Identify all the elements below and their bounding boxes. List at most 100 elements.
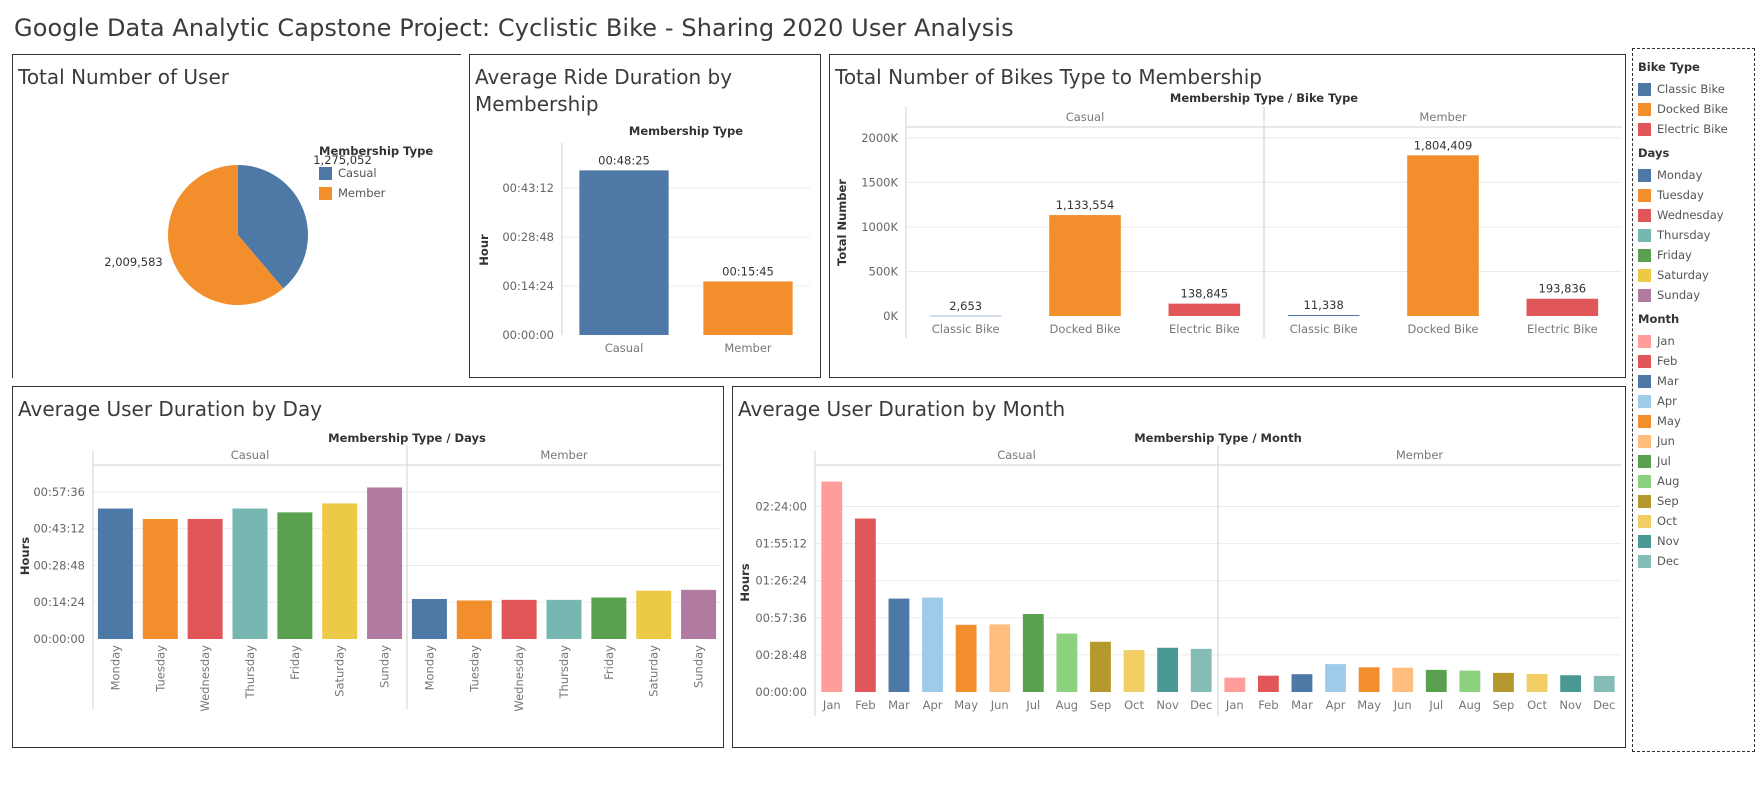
category-label: Wednesday <box>198 645 212 712</box>
legend-item-sep[interactable]: Sep <box>1638 491 1681 511</box>
category-label: Nov <box>1559 698 1582 712</box>
bar <box>591 597 627 639</box>
y-tick-label: 00:57:36 <box>33 485 85 499</box>
category-label: Monday <box>108 645 122 691</box>
y-tick-label: 02:24:00 <box>755 499 807 513</box>
legend-item-saturday[interactable]: Saturday <box>1638 265 1724 285</box>
bar <box>501 599 537 639</box>
category-label: Jan <box>822 698 841 712</box>
legend-item-jun[interactable]: Jun <box>1638 431 1681 451</box>
bar <box>1425 669 1447 692</box>
legend-label: Classic Bike <box>1657 82 1725 96</box>
bar <box>142 518 178 639</box>
y-tick-label: 00:00:00 <box>755 685 807 699</box>
panel-avg-ride: Average Ride Duration by Membership Memb… <box>469 54 821 378</box>
y-tick-label: 00:57:36 <box>755 611 807 625</box>
category-label: Tuesday <box>467 645 481 693</box>
y-tick-label: 00:14:24 <box>502 279 554 293</box>
bar <box>232 508 268 639</box>
y-tick-label: 500K <box>869 264 899 278</box>
legend-item-jan[interactable]: Jan <box>1638 331 1681 351</box>
y-axis-label: Hour <box>477 234 491 266</box>
bar <box>922 597 943 692</box>
legend-item-monday[interactable]: Monday <box>1638 165 1724 185</box>
legend-item-docked-bike[interactable]: Docked Bike <box>1638 99 1728 119</box>
bike-type-chart: Membership Type / Bike Type Total Number 0… <box>835 91 1622 338</box>
legend-item-may[interactable]: May <box>1638 411 1681 431</box>
legend-swatch <box>1638 102 1651 116</box>
bar <box>1560 675 1582 692</box>
category-label: Dec <box>1190 698 1212 712</box>
legend-item-tuesday[interactable]: Tuesday <box>1638 185 1724 205</box>
pie-label: 2,009,583 <box>104 255 163 269</box>
legend-item-classic-bike[interactable]: Classic Bike <box>1638 79 1728 99</box>
category-label: Casual <box>605 341 644 355</box>
bar <box>1123 650 1145 692</box>
legend-swatch <box>1638 414 1651 428</box>
data-label: 1,804,409 <box>1414 138 1473 152</box>
legend-item-oct[interactable]: Oct <box>1638 511 1681 531</box>
legend-label: Docked Bike <box>1657 102 1728 116</box>
panel-title-bike-types: Total Number of Bikes Type to Membership <box>835 65 1262 89</box>
bar <box>1224 677 1246 692</box>
legend-item-jul[interactable]: Jul <box>1638 451 1681 471</box>
panel-bike-types: Total Number of Bikes Type to Membership… <box>829 54 1626 378</box>
bar <box>929 315 1002 317</box>
legend-item-aug[interactable]: Aug <box>1638 471 1681 491</box>
legend-item-electric-bike[interactable]: Electric Bike <box>1638 119 1728 139</box>
legend-days: Days Monday Tuesday Wednesday Thursday Frida… <box>1638 145 1724 305</box>
legend-item-wednesday[interactable]: Wednesday <box>1638 205 1724 225</box>
legend-item-sunday[interactable]: Sunday <box>1638 285 1724 305</box>
y-tick-label: 00:14:24 <box>33 595 85 609</box>
legend-item-apr[interactable]: Apr <box>1638 391 1681 411</box>
category-label: May <box>1357 698 1381 712</box>
y-axis-label: Hours <box>18 537 32 575</box>
legend-label: May <box>1657 414 1681 428</box>
legend-title-days: Days <box>1638 146 1670 160</box>
pie-slice-member <box>167 165 284 305</box>
legend-swatch <box>1638 534 1651 548</box>
bar <box>681 589 717 639</box>
category-label: Oct <box>1527 698 1547 712</box>
legend-item-thursday[interactable]: Thursday <box>1638 225 1724 245</box>
data-label: 00:15:45 <box>722 264 774 278</box>
category-label: Friday <box>288 645 302 680</box>
bar <box>1291 674 1313 692</box>
legend-label: Apr <box>1657 394 1677 408</box>
legend-label: Sep <box>1657 494 1679 508</box>
bar <box>1157 647 1179 692</box>
panel-by-day: Average User Duration by Day Membership … <box>12 386 724 748</box>
y-tick-label: 1000K <box>861 220 898 234</box>
legend-item-casual[interactable]: Casual <box>319 163 433 183</box>
bar <box>1459 670 1481 692</box>
category-label: Jun <box>1393 698 1412 712</box>
legend-swatch <box>1638 434 1651 448</box>
data-label: 1,133,554 <box>1056 198 1115 212</box>
legend-swatch <box>1638 374 1651 388</box>
bar <box>1526 298 1599 316</box>
legend-swatch <box>1638 208 1651 222</box>
legend-item-mar[interactable]: Mar <box>1638 371 1681 391</box>
y-tick-label: 00:28:48 <box>755 648 807 662</box>
category-label: Feb <box>1258 698 1278 712</box>
legend-item-friday[interactable]: Friday <box>1638 245 1724 265</box>
bar <box>636 590 672 639</box>
legend-swatch <box>1638 354 1651 368</box>
legend-item-feb[interactable]: Feb <box>1638 351 1681 371</box>
group-label: Member <box>1419 110 1467 124</box>
panel-title-total-users: Total Number of User <box>18 65 229 89</box>
legend-item-dec[interactable]: Dec <box>1638 551 1681 571</box>
legend-item-member[interactable]: Member <box>319 183 433 203</box>
bar <box>411 598 447 639</box>
avg-ride-chart: Membership Type Hour 00:00:00 00:14:24 00:28… <box>477 124 810 355</box>
data-label: 193,836 <box>1539 282 1587 296</box>
y-tick-label: 1500K <box>861 175 898 189</box>
legend-item-nov[interactable]: Nov <box>1638 531 1681 551</box>
bar <box>187 518 223 639</box>
legend-swatch <box>1638 288 1651 302</box>
legend-swatch <box>1638 82 1651 96</box>
chart-header: Membership Type / Days <box>328 431 486 445</box>
bar <box>97 508 133 639</box>
bar <box>821 481 843 692</box>
bar <box>1090 641 1111 692</box>
